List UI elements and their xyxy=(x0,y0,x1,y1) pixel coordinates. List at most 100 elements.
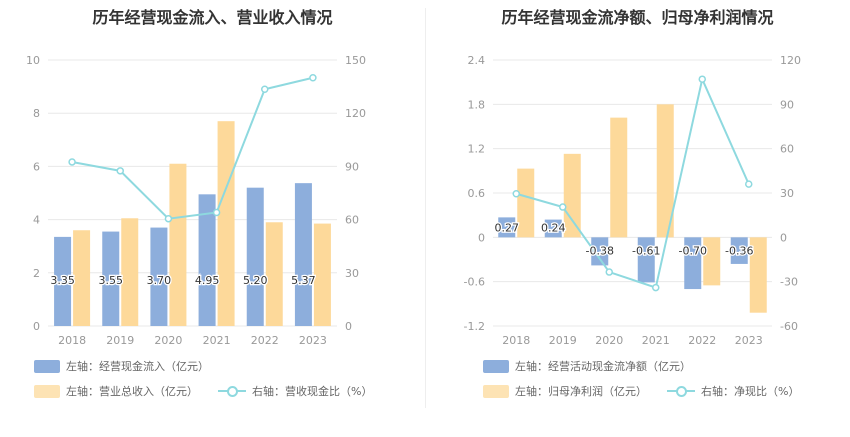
line-point-2022 xyxy=(698,75,706,83)
panel-divider xyxy=(425,8,426,408)
legend-row-2: 左轴：归母净利润（亿元） 右轴：净现比（%） xyxy=(483,383,819,399)
y-left-tick-label: 1.2 xyxy=(468,143,486,156)
legend-item-bar1[interactable]: 左轴：经营现金流入（亿元） xyxy=(34,358,209,374)
legend-row-1: 左轴：经营现金流入（亿元） xyxy=(34,358,229,374)
chart-panel-left: 历年经营现金流入、营业收入情况 0 2 4 6 8 10 0 30 60 90 120 150 2018… xyxy=(26,8,392,399)
y-left-tick-label: 10 xyxy=(26,54,40,67)
y-right-tick-label: 150 xyxy=(345,54,366,67)
chart-panel-right: 历年经营现金流净额、归母净利润情况 -1.2 -0.6 0 0.6 1.2 1.8 2.4-… xyxy=(425,0,850,437)
line-series xyxy=(515,76,750,289)
data-label: -0.61 xyxy=(632,244,660,257)
data-label: 3.55 xyxy=(99,274,124,287)
bar-2021-series2 xyxy=(217,121,235,327)
x-tick-label: 2019 xyxy=(549,334,577,347)
legend-row-1: 左轴：经营活动现金流净额（亿元） xyxy=(483,358,711,374)
bar-2020-series2 xyxy=(169,163,187,326)
data-label: -0.36 xyxy=(725,244,753,257)
y-left-tick-label: -1.2 xyxy=(464,320,485,333)
y-right-tick-label: 0 xyxy=(345,320,352,333)
y-left-tick-label: 0.6 xyxy=(468,187,486,200)
y-left-tick-label: 1.8 xyxy=(468,98,486,111)
legend-row-2: 左轴：营业总收入（亿元） 右轴：营收现金比（%） xyxy=(34,383,392,399)
legend-swatch-orange xyxy=(483,384,509,398)
line-point-2021 xyxy=(212,208,221,217)
y-right-tick-label: 120 xyxy=(780,54,801,67)
line-point-2023 xyxy=(309,73,317,82)
legend-item-bar2[interactable]: 左轴：营业总收入（亿元） xyxy=(34,383,198,399)
data-label: 4.95 xyxy=(195,274,220,287)
data-label: 3.35 xyxy=(50,274,75,287)
x-tick-label: 2018 xyxy=(502,334,530,347)
legend-label: 左轴：归母净利润（亿元） xyxy=(515,385,647,398)
y-left-tick-label: 6 xyxy=(33,160,40,173)
legend-label: 右轴：营收现金比（%） xyxy=(252,385,373,398)
y-right-tick-label: 30 xyxy=(345,267,359,280)
y-right-tick-label: 60 xyxy=(345,214,359,227)
line-point-2018 xyxy=(512,189,520,198)
legend-swatch-blue xyxy=(34,359,60,373)
y-left-tick-label: 2 xyxy=(33,267,40,280)
line-point-2022 xyxy=(261,85,269,94)
line-point-2023 xyxy=(745,180,753,188)
x-tick-label: 2019 xyxy=(106,334,134,347)
bar-2020-series1 xyxy=(591,237,609,266)
line-point-2019 xyxy=(559,203,567,211)
bar-2022-series1 xyxy=(684,237,702,290)
bar-2023-series2 xyxy=(313,223,331,326)
y-right-tick-label: 90 xyxy=(780,98,794,111)
legend-label: 左轴：营业总收入（亿元） xyxy=(66,385,198,398)
x-tick-label: 2022 xyxy=(688,334,716,347)
legend-label: 左轴：经营现金流入（亿元） xyxy=(66,360,209,373)
x-tick-label: 2020 xyxy=(595,334,623,347)
bar-2019-series1 xyxy=(102,231,120,326)
y-left-tick-label: 2.4 xyxy=(468,54,486,67)
bar-2018-series1 xyxy=(54,236,72,326)
legend-swatch-blue xyxy=(483,359,509,373)
y-left-tick-label: 4 xyxy=(33,214,40,227)
y-left-tick-label: -0.6 xyxy=(464,276,485,289)
line-point-2020 xyxy=(605,268,613,276)
data-label: 3.70 xyxy=(147,274,172,287)
chart-title: 历年经营现金流入、营业收入情况 xyxy=(92,8,333,27)
y-right-tick-label: -30 xyxy=(780,276,798,289)
legend-swatch-orange xyxy=(34,384,60,398)
bar-2018-series2 xyxy=(73,230,91,326)
data-label: 5.37 xyxy=(291,274,316,287)
legend-swatch-line xyxy=(218,384,246,398)
bar-2019-series2 xyxy=(563,153,581,238)
bar-2022-series1 xyxy=(246,187,264,326)
x-tick-label: 2023 xyxy=(735,334,763,347)
bar-2019-series2 xyxy=(121,218,139,326)
chart-plot: 0 2 4 6 8 10 0 30 60 90 120 150 2018 2019 2020 2021 2022… xyxy=(26,54,366,347)
y-right-tick-label: 0 xyxy=(780,231,787,244)
data-label: -0.70 xyxy=(679,244,707,257)
line-series xyxy=(71,76,314,220)
bar-2020-series2 xyxy=(610,117,628,238)
y-left-tick-label: 8 xyxy=(33,107,40,120)
legend-item-line[interactable]: 右轴：营收现金比（%） xyxy=(218,383,372,399)
y-right-tick-label: 60 xyxy=(780,143,794,156)
y-right-tick-label: 30 xyxy=(780,187,794,200)
legend-swatch-line xyxy=(667,384,695,398)
bar-2020-series1 xyxy=(150,227,168,326)
legend-item-line[interactable]: 右轴：净现比（%） xyxy=(667,383,799,399)
legend-label: 左轴：经营活动现金流净额（亿元） xyxy=(515,360,691,373)
bar-2018-series1 xyxy=(498,217,516,238)
legend-item-bar1[interactable]: 左轴：经营活动现金流净额（亿元） xyxy=(483,358,691,374)
line-point-2020 xyxy=(164,214,173,223)
bar-2021-series2 xyxy=(656,104,674,238)
data-label: 0.24 xyxy=(541,221,566,234)
x-tick-label: 2021 xyxy=(203,334,231,347)
data-label: 5.20 xyxy=(243,274,268,287)
line-point-2019 xyxy=(116,167,124,175)
legend-label: 右轴：净现比（%） xyxy=(701,385,800,398)
line-point-2018 xyxy=(68,158,76,166)
bar-2021-series1 xyxy=(198,194,216,326)
x-tick-label: 2021 xyxy=(642,334,670,347)
legend-item-bar2[interactable]: 左轴：归母净利润（亿元） xyxy=(483,383,647,399)
x-tick-label: 2018 xyxy=(58,334,86,347)
bar-2023-series2 xyxy=(749,237,767,313)
x-tick-label: 2023 xyxy=(299,334,327,347)
x-tick-label: 2022 xyxy=(251,334,279,347)
bar-2022-series2 xyxy=(265,222,283,326)
